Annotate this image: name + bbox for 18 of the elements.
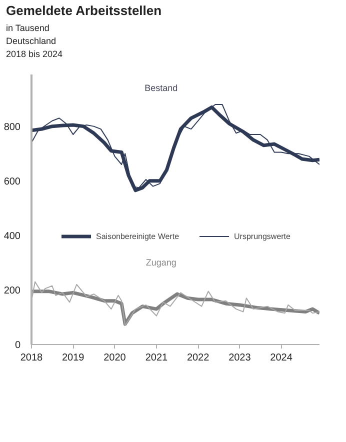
annotation: Zugang [146,257,176,268]
x-tick-label: 2019 [62,352,85,364]
x-tick-label: 2024 [270,352,293,364]
chart-subtitle: in Tausend Deutschland 2018 bis 2024 [6,22,63,61]
chart-title: Gemeldete Arbeitsstellen [6,2,162,20]
x-tick-label: 2020 [104,352,126,364]
x-tick-label: 2022 [186,352,210,364]
y-tick-label: 200 [4,285,21,296]
y-tick-label: 600 [4,176,21,188]
legend-label: Saisonbereinigte Werte [96,232,180,240]
annotation: Bestand [144,83,178,94]
y-tick-label: 0 [14,340,21,351]
legend-label: Ursprungswerte [234,232,290,240]
x-tick-label: 2023 [228,352,252,364]
x-tick-label: 2021 [145,352,168,364]
y-tick-label: 400 [4,230,21,242]
x-tick-label: 2018 [20,352,44,364]
y-tick-label: 800 [4,122,21,133]
